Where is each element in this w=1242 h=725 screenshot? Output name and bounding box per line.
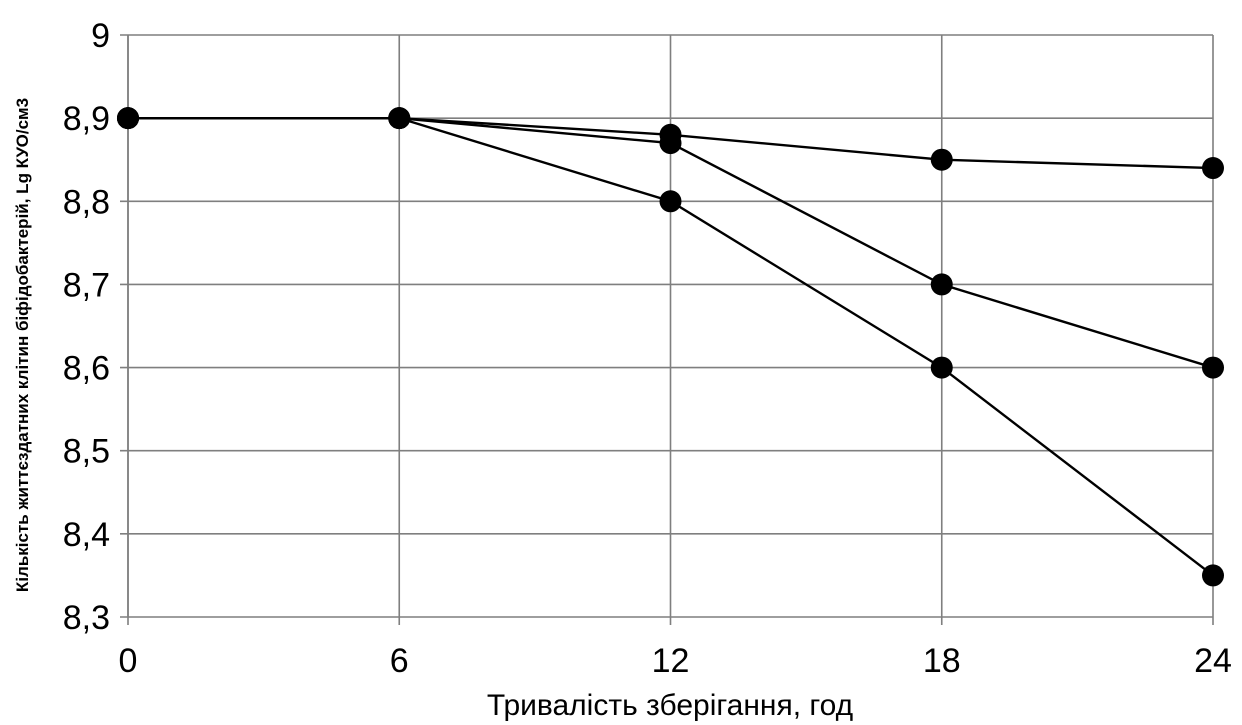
y-tick-label: 8,5	[63, 433, 110, 471]
y-axis-ticks: 8,3 8,4 8,5 8,6 8,7 8,8 8,9 9	[63, 17, 110, 637]
series-group	[117, 107, 1224, 587]
x-tick-label: 0	[119, 642, 138, 680]
data-point	[1202, 356, 1224, 379]
y-tick-label: 8,4	[63, 516, 110, 554]
y-tick-label: 8,8	[63, 183, 110, 221]
y-tick-label: 8,9	[63, 100, 110, 138]
data-point	[930, 273, 953, 296]
x-tick-label: 6	[390, 642, 409, 680]
data-point	[388, 107, 411, 130]
x-tick-label: 12	[652, 642, 690, 680]
data-point	[1202, 564, 1224, 587]
y-tick-label: 8,6	[63, 350, 110, 388]
series-3	[117, 107, 1224, 587]
x-tick-label: 18	[923, 642, 961, 680]
data-point	[930, 148, 953, 171]
x-axis-label: Тривалість зберігання, год	[487, 689, 853, 722]
y-tick-label: 8,3	[63, 599, 110, 637]
data-point	[659, 190, 682, 213]
grid	[120, 34, 1214, 625]
x-tick-label: 24	[1194, 642, 1232, 680]
data-point	[659, 132, 682, 155]
y-axis-label: Кількість життєздатних клітин біфідобакт…	[13, 98, 32, 592]
data-point	[930, 356, 953, 379]
x-axis-ticks: 0 6 12 18 24	[119, 642, 1232, 680]
y-tick-label: 8,7	[63, 266, 110, 304]
y-tick-label: 9	[91, 17, 110, 55]
data-point	[1202, 157, 1224, 180]
data-point	[117, 107, 139, 130]
